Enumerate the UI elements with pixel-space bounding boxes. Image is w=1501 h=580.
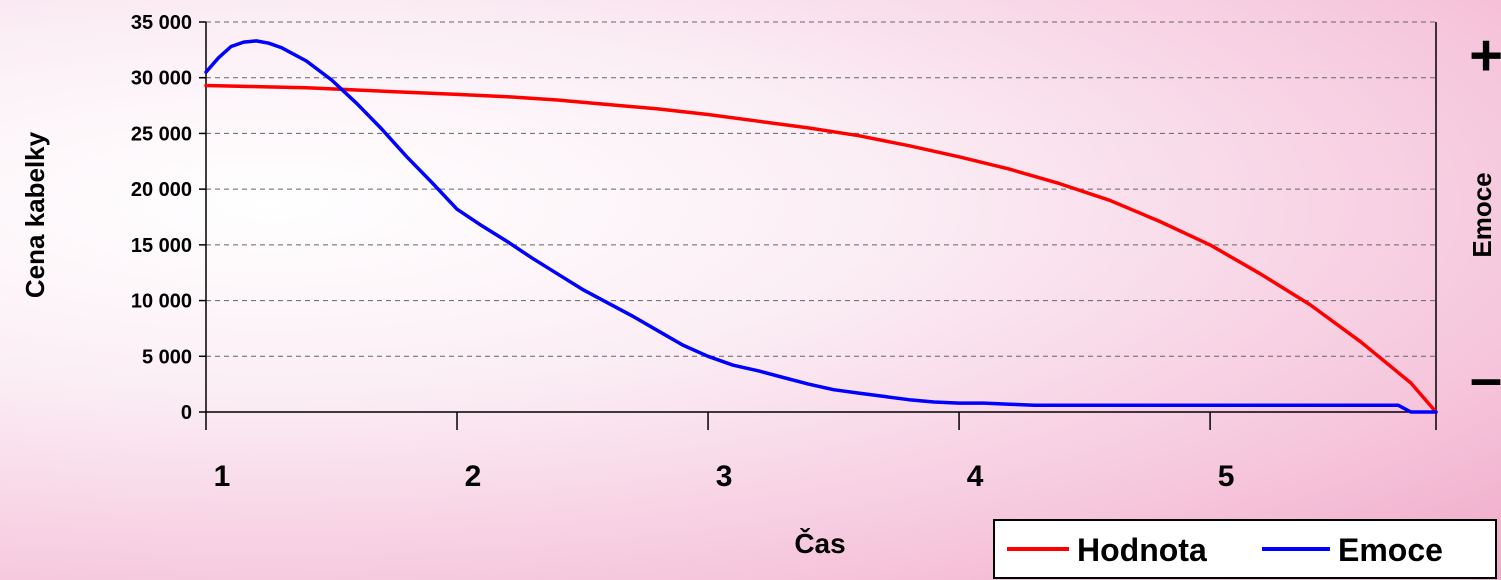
x-tick-labels: 1 2 3 4 5 bbox=[214, 460, 1235, 493]
emotion-plus-symbol: + bbox=[1469, 23, 1501, 88]
x-tick-label: 2 bbox=[465, 460, 482, 493]
y-tick-label: 35 000 bbox=[131, 12, 192, 34]
y-tick-label: 5 000 bbox=[142, 346, 192, 368]
series-line-emoce bbox=[204, 39, 1438, 414]
legend-label-hodnota: Hodnota bbox=[1077, 532, 1207, 568]
x-tick-label: 4 bbox=[967, 460, 984, 493]
x-tick-label: 5 bbox=[1218, 460, 1235, 493]
legend-box bbox=[993, 519, 1497, 579]
y-axis-label: Cena kabelky bbox=[20, 131, 50, 298]
y-tick-label: 0 bbox=[181, 402, 192, 424]
x-tick-label: 1 bbox=[214, 460, 231, 493]
grid-lines bbox=[206, 21, 1436, 357]
x-tick-label: 3 bbox=[716, 460, 733, 493]
y-tick-label: 15 000 bbox=[131, 235, 192, 257]
secondary-axis-label: Emoce bbox=[1467, 172, 1497, 257]
y-tick-labels: 0 5 000 10 000 15 000 20 000 25 000 30 000 35 0… bbox=[131, 12, 192, 424]
y-tick-label: 10 000 bbox=[131, 291, 192, 313]
series-lines bbox=[204, 39, 1438, 414]
y-tick-label: 30 000 bbox=[131, 68, 192, 90]
legend-label-emoce: Emoce bbox=[1338, 532, 1443, 568]
x-axis-label: Čas bbox=[794, 527, 845, 559]
y-tick-label: 20 000 bbox=[131, 179, 192, 201]
emotion-minus-symbol: – bbox=[1470, 346, 1501, 411]
series-line-hodnota bbox=[204, 83, 1438, 414]
y-tick-label: 25 000 bbox=[131, 123, 192, 145]
legend: Hodnota Emoce bbox=[993, 519, 1497, 579]
axes bbox=[199, 21, 1437, 430]
